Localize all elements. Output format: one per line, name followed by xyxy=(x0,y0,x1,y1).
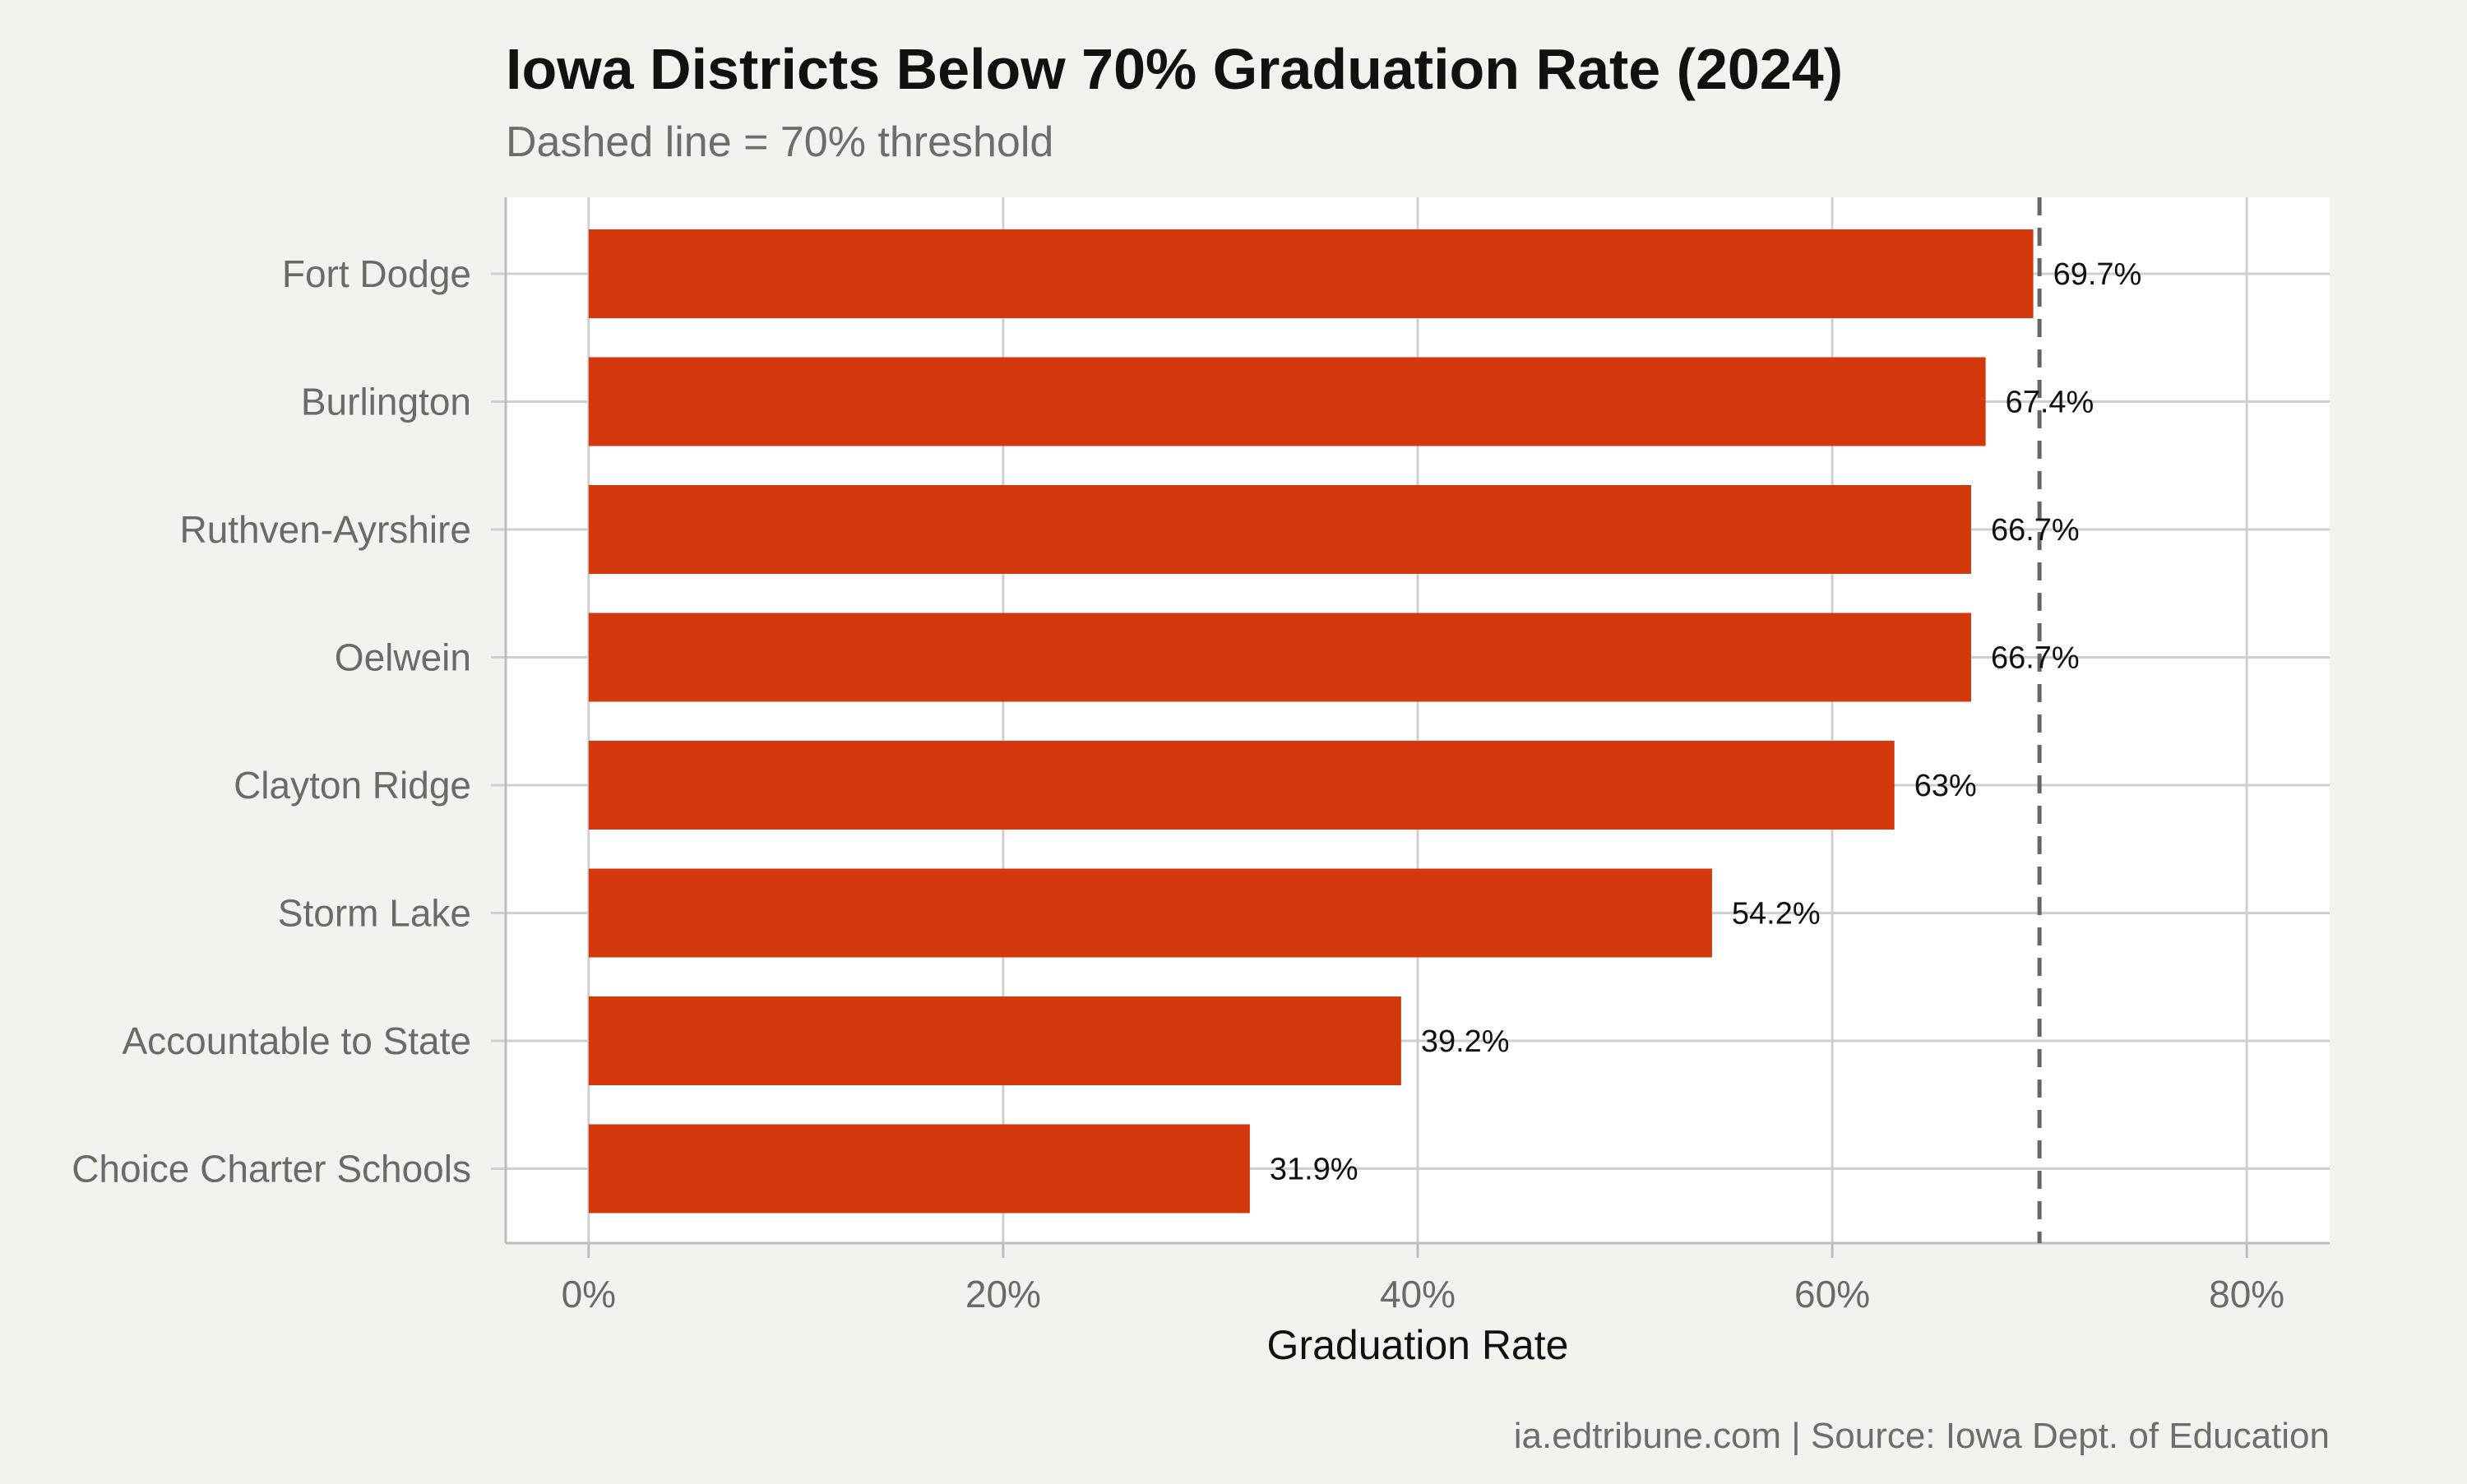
bar-value-label: 67.4% xyxy=(2006,386,2094,420)
bar xyxy=(588,613,1971,702)
x-tick-labels: 0% 20% 40% 60% 80% xyxy=(562,1273,2285,1315)
bar-value-label: 66.7% xyxy=(1991,641,2080,676)
category-label: Accountable to State xyxy=(122,1019,471,1062)
bar xyxy=(588,741,1895,830)
bars xyxy=(588,229,2034,1214)
bar-value-label: 39.2% xyxy=(1421,1024,1510,1059)
chart-title: Iowa Districts Below 70% Graduation Rate… xyxy=(506,37,1843,101)
x-tick-label: 0% xyxy=(562,1273,616,1315)
bar xyxy=(588,229,2034,318)
bar-value-label: 63% xyxy=(1914,769,1977,803)
category-label: Fort Dodge xyxy=(282,252,471,295)
bar-value-label: 66.7% xyxy=(1991,513,2080,548)
bar xyxy=(588,485,1971,574)
bar xyxy=(588,1124,1250,1214)
bar xyxy=(588,357,1986,446)
bar-value-label: 69.7% xyxy=(2053,257,2142,292)
category-label: Clayton Ridge xyxy=(234,764,471,807)
x-tick-label: 80% xyxy=(2209,1273,2284,1315)
x-tick-label: 60% xyxy=(1794,1273,1870,1315)
x-tick-label: 40% xyxy=(1380,1273,1456,1315)
x-axis-title: Graduation Rate xyxy=(1267,1322,1569,1368)
bar-value-label: 54.2% xyxy=(1732,897,1821,932)
category-label: Storm Lake xyxy=(278,892,471,935)
bar xyxy=(588,868,1712,958)
x-tick-label: 20% xyxy=(965,1273,1041,1315)
chart-caption: ia.edtribune.com | Source: Iowa Dept. of… xyxy=(1514,1416,2330,1456)
chart-subtitle: Dashed line = 70% threshold xyxy=(506,118,1053,166)
category-label: Burlington xyxy=(301,381,471,423)
bar xyxy=(588,996,1401,1085)
category-label: Choice Charter Schools xyxy=(72,1148,471,1190)
bar-value-labels: 69.7% 67.4% 66.7% 66.7% 63% 54.2% 39.2% 31.9% xyxy=(1270,257,2141,1187)
bar-value-label: 31.9% xyxy=(1270,1153,1358,1187)
category-label: Ruthven-Ayrshire xyxy=(179,508,471,551)
category-labels: Fort Dodge Burlington Ruthven-Ayrshire Oelw… xyxy=(72,252,471,1190)
category-label: Oelwein xyxy=(335,636,471,679)
